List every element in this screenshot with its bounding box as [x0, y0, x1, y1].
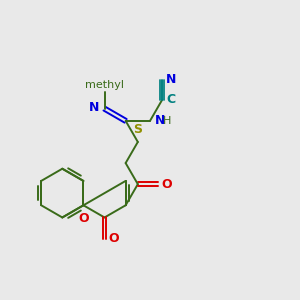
Text: S: S — [133, 123, 142, 136]
Text: O: O — [78, 212, 89, 225]
Text: N: N — [166, 73, 176, 86]
Text: C: C — [167, 93, 176, 106]
Text: N: N — [89, 101, 100, 114]
Text: methyl: methyl — [85, 80, 124, 90]
Text: O: O — [162, 178, 172, 191]
Text: O: O — [108, 232, 119, 245]
Text: N: N — [155, 114, 165, 127]
Text: H: H — [163, 116, 171, 126]
